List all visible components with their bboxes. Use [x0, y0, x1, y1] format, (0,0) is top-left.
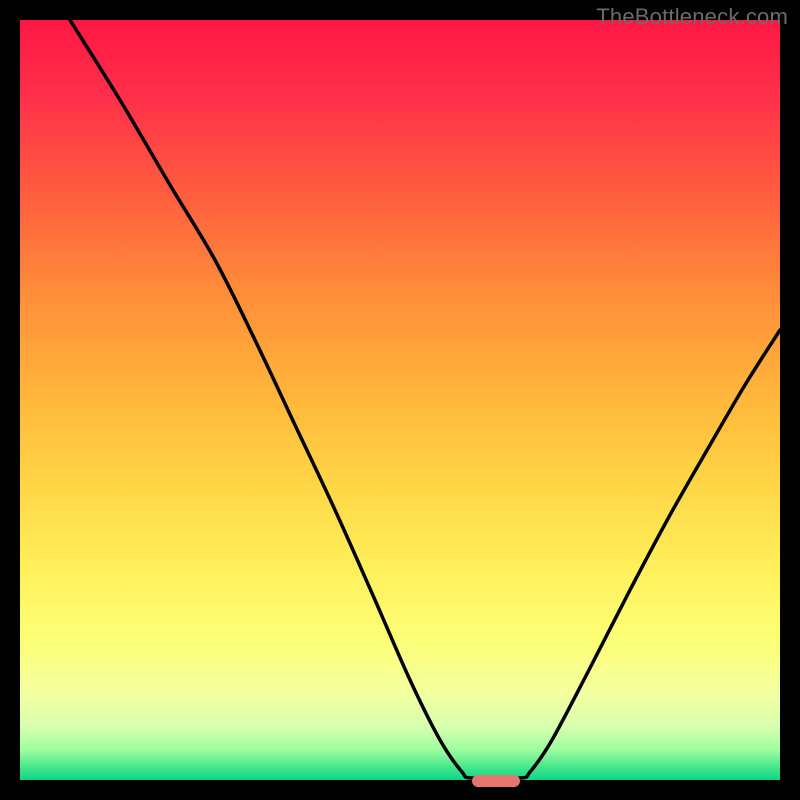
bottleneck-chart: TheBottleneck.com [0, 0, 800, 800]
plot-background [20, 20, 780, 780]
target-marker [472, 775, 520, 787]
chart-svg [0, 0, 800, 800]
watermark-text: TheBottleneck.com [596, 4, 788, 30]
